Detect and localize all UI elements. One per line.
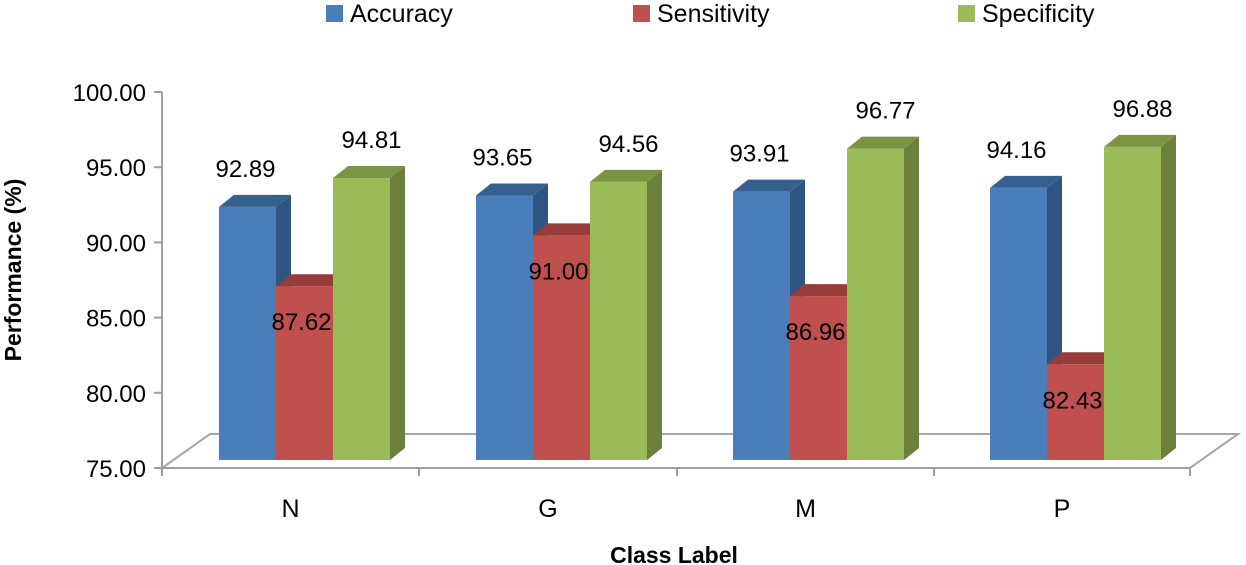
- data-label: 94.56: [598, 131, 658, 158]
- bar-side-face: [904, 136, 919, 460]
- bar-top-face: [847, 136, 919, 149]
- y-tick-label: 95.00: [86, 155, 146, 182]
- legend-swatch: [326, 5, 343, 22]
- x-axis-title: Class Label: [610, 542, 738, 565]
- bar-front-face: [1104, 146, 1161, 460]
- data-label: 86.96: [785, 319, 845, 346]
- legend-item-specificity: Specificity: [958, 0, 1095, 28]
- legend-label: Sensitivity: [657, 0, 770, 28]
- x-tick-label: N: [281, 495, 299, 523]
- y-tick-label: 90.00: [86, 230, 146, 257]
- bar-top-face: [1047, 352, 1119, 365]
- legend-label: Specificity: [982, 0, 1095, 28]
- bar-front-face: [276, 286, 333, 460]
- y-axis: 75.00 80.00 85.00 90.00 95.00 100.00: [73, 80, 163, 483]
- legend-swatch: [633, 5, 650, 22]
- bar-front-face: [847, 148, 904, 460]
- bar-specificity-G: [590, 169, 662, 460]
- x-tick-label: P: [1054, 495, 1071, 523]
- legend-item-accuracy: Accuracy: [326, 0, 453, 28]
- data-label: 94.81: [341, 127, 401, 154]
- x-tick-label: M: [795, 495, 816, 523]
- y-tick-label: 75.00: [86, 456, 146, 483]
- y-tick-label: 100.00: [73, 80, 146, 107]
- bar-front-face: [733, 191, 790, 460]
- bar-top-face: [733, 179, 805, 192]
- bar-top-face: [219, 194, 291, 207]
- bar-top-face: [590, 169, 662, 182]
- bar-top-face: [533, 223, 605, 236]
- bar-front-face: [333, 178, 390, 460]
- bar-side-face: [647, 169, 662, 460]
- data-label: 94.16: [986, 137, 1046, 164]
- data-label: 91.00: [528, 258, 588, 285]
- data-labels: 92.89 87.62 94.81 93.65 91.00 94.56 93.91 86.96…: [215, 96, 1172, 414]
- bar-front-face: [790, 296, 847, 460]
- bar-specificity-M: [847, 136, 919, 460]
- bar-side-face: [1161, 134, 1176, 460]
- data-label: 96.77: [855, 98, 915, 125]
- bar-specificity-P: [1104, 134, 1176, 460]
- legend-swatch: [958, 5, 975, 22]
- data-label: 93.65: [472, 145, 532, 172]
- legend-item-sensitivity: Sensitivity: [633, 0, 770, 28]
- y-tick-label: 85.00: [86, 306, 146, 333]
- x-tick-label: G: [538, 495, 557, 523]
- data-label: 96.88: [1112, 96, 1172, 123]
- bar-front-face: [533, 235, 590, 460]
- bar-front-face: [590, 181, 647, 460]
- bar-accuracy-N: [219, 194, 291, 461]
- data-label: 92.89: [215, 156, 275, 183]
- bar-front-face: [476, 195, 533, 460]
- bar-top-face: [333, 166, 405, 179]
- data-label: 82.43: [1042, 387, 1102, 414]
- legend: Accuracy Sensitivity Specificity: [326, 0, 1095, 28]
- y-tick-label: 80.00: [86, 381, 146, 408]
- bar-front-face: [990, 187, 1047, 460]
- bar-specificity-N: [333, 166, 405, 460]
- data-label: 87.62: [271, 309, 331, 336]
- bar-top-face: [790, 284, 862, 297]
- bar-front-face: [219, 206, 276, 460]
- y-axis-title: Performance (%): [0, 179, 26, 362]
- bar-front-face: [1047, 364, 1104, 460]
- bar-side-face: [390, 166, 405, 460]
- bar-top-face: [1104, 134, 1176, 147]
- legend-label: Accuracy: [350, 0, 453, 28]
- bar-top-face: [276, 274, 348, 287]
- bar-top-face: [476, 183, 548, 196]
- bars: [219, 134, 1176, 461]
- data-label: 93.91: [729, 141, 789, 168]
- bar-top-face: [990, 175, 1062, 188]
